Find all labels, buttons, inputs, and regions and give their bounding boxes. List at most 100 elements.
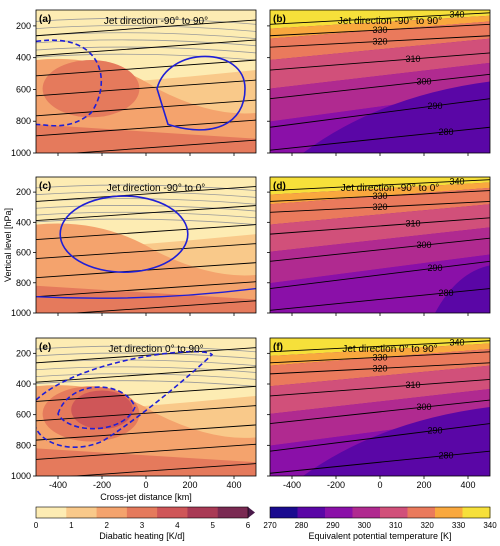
panel-label: (b): [273, 14, 286, 25]
grey-contour: [36, 211, 256, 219]
contour-label: 280: [438, 288, 453, 298]
theta-band: [270, 10, 490, 29]
theta-band: [270, 187, 490, 225]
colorbar-segment: [325, 507, 353, 518]
panel-label: (c): [39, 181, 51, 192]
theta-contour: [36, 405, 256, 422]
grey-contour: [36, 191, 256, 198]
theta-band: [270, 349, 490, 387]
heating-maximum: [36, 288, 124, 313]
contour-label: 330: [372, 25, 387, 35]
theta-band: [270, 177, 490, 195]
theta-band: [270, 62, 490, 122]
colorbar-tick-label: 1: [69, 521, 74, 530]
theta-contour: [270, 399, 490, 425]
x-tick-label: -400: [283, 480, 301, 490]
theta-contour: [270, 237, 490, 262]
theta-band: [270, 204, 490, 252]
theta-contour: [270, 52, 490, 71]
theta-contour: [36, 59, 256, 77]
x-tick-label: -400: [49, 480, 67, 490]
y-tick-label: 400: [16, 379, 31, 389]
grey-contour: [36, 39, 256, 47]
contour-label: 290: [427, 425, 442, 435]
theta-contour: [270, 378, 490, 397]
colorbar-segment: [462, 507, 491, 518]
contour-label: 330: [372, 191, 387, 201]
colorbar-tick-label: 330: [452, 521, 466, 530]
x-axis-label: Cross-jet distance [km]: [100, 492, 192, 502]
y-tick-label: 800: [16, 116, 31, 126]
y-tick-label: 600: [16, 248, 31, 258]
theta-contour: [270, 423, 490, 452]
theta-contour: [270, 73, 490, 100]
contour-label: 320: [372, 363, 387, 373]
colorbar-tick-label: 3: [140, 521, 145, 530]
colorbar-segment: [352, 507, 381, 518]
colorbar-label: Equivalent potential temperature [K]: [308, 531, 451, 541]
theta-contour: [270, 126, 490, 151]
grey-contour: [36, 53, 256, 61]
colorbar-segment: [36, 507, 67, 518]
colorbar-segment: [435, 507, 463, 518]
panel-label: (e): [39, 342, 51, 353]
panel-c: (c) Jet direction -90° to 0° 200 400 600 800 1…: [11, 176, 257, 318]
colorbar-segment: [407, 507, 436, 518]
theta-contour: [36, 19, 256, 37]
heating-maximum: [42, 60, 140, 118]
theta-contour: [270, 260, 490, 289]
contour-label: 320: [372, 202, 387, 212]
colorbar-tick-label: 5: [210, 521, 215, 530]
x-tick-label: 400: [460, 480, 475, 490]
panel-title: Jet direction 0° to 90°: [342, 344, 437, 355]
contour-label: 310: [405, 380, 420, 390]
colorbar-tick-label: 280: [295, 521, 309, 530]
x-tick-label: -200: [327, 480, 345, 490]
theta-contour: [36, 347, 256, 364]
colorbar-tick-label: 2: [104, 521, 109, 530]
y-tick-label: 1000: [11, 308, 31, 318]
grey-contour: [36, 218, 256, 225]
y-tick-label: 200: [16, 348, 31, 358]
y-tick-label: 1000: [11, 471, 31, 481]
theta-band: [270, 227, 490, 284]
colorbar-tick-label: 4: [175, 521, 180, 530]
theta-band: [270, 389, 490, 446]
contour-label: 300: [416, 240, 431, 250]
y-tick-label: 600: [16, 84, 31, 94]
theta-contour: [270, 217, 490, 235]
grey-contour: [36, 46, 256, 54]
panel-title: Jet direction -90° to 90°: [104, 16, 208, 27]
heating-maximum: [71, 390, 133, 430]
theta-contour: [270, 351, 490, 364]
theta-contour: [36, 99, 256, 117]
colorbar-segment: [297, 507, 326, 518]
y-tick-label: 200: [16, 21, 31, 31]
theta-contour: [36, 79, 256, 97]
x-tick-label: 200: [182, 480, 197, 490]
theta-contour: [36, 205, 256, 221]
colorbar-segment: [157, 507, 188, 518]
theta-colorbar: 270 280 290 300 310 320 330 340 Equivalent poten…: [263, 506, 497, 541]
theta-contour: [69, 300, 256, 313]
colorbar-tick-label: 320: [420, 521, 434, 530]
contour-label: 340: [449, 10, 464, 20]
theta-contour: [270, 12, 490, 25]
contour-label: 340: [449, 176, 464, 186]
theta-contour: [36, 186, 256, 202]
colorbar-extend-arrow: [248, 507, 255, 518]
theta-contour: [36, 224, 256, 241]
y-axis-label: Vertical level [hPa]: [3, 208, 13, 282]
contour-label: 320: [372, 36, 387, 46]
panel-a: (a) Jet direction -90° to 90° 200 400 600 800…: [11, 9, 257, 158]
y-tick-label: 800: [16, 440, 31, 450]
grey-contour: [36, 366, 256, 373]
colorbar-segment: [96, 507, 128, 518]
panel-title: Jet direction -90° to 90°: [338, 16, 442, 27]
theta-band: [303, 81, 490, 153]
contour-label: 300: [416, 77, 431, 87]
theta-contour: [270, 288, 490, 311]
y-tick-label: 400: [16, 53, 31, 63]
colorbar-segment: [217, 507, 249, 518]
